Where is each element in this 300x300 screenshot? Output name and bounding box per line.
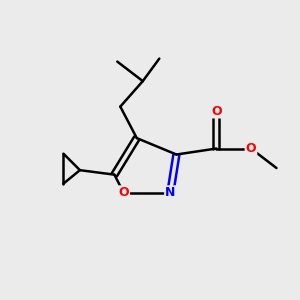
- Text: O: O: [118, 186, 129, 199]
- Text: O: O: [211, 104, 222, 118]
- Text: O: O: [246, 142, 256, 155]
- Text: N: N: [165, 186, 175, 199]
